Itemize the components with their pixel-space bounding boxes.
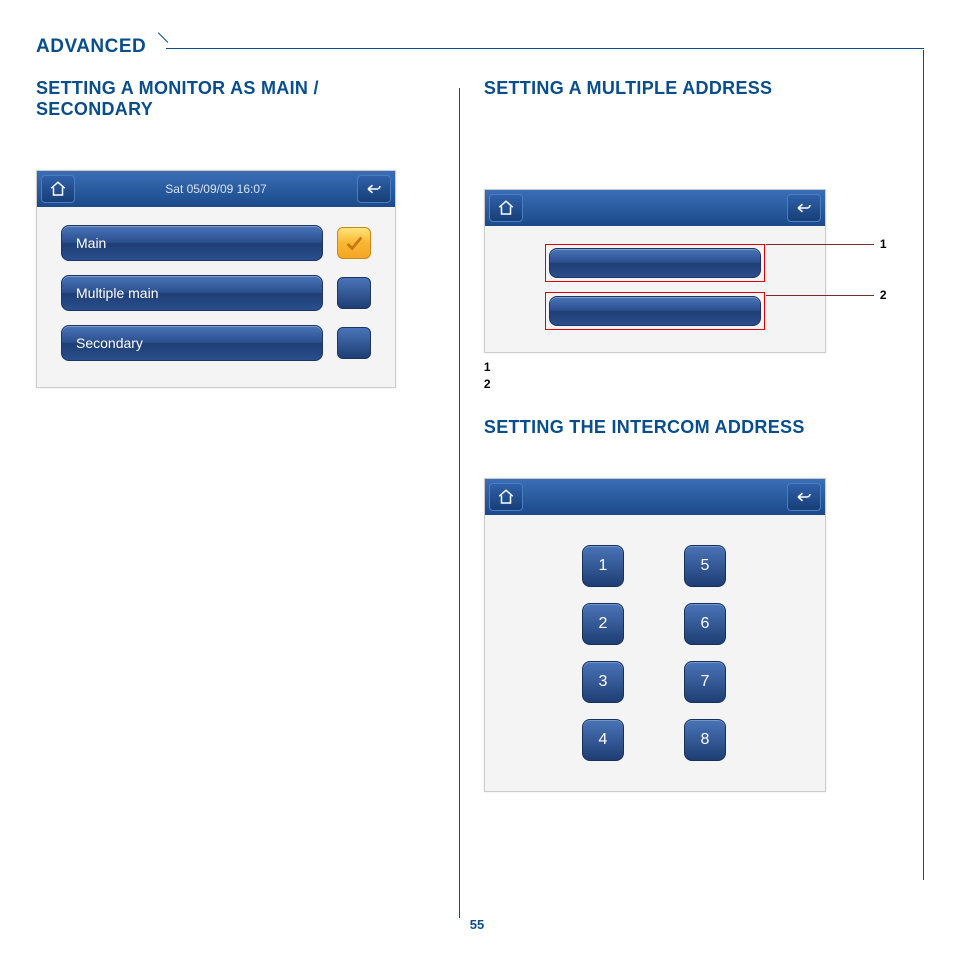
num-button-7[interactable]: 7 [684, 661, 726, 703]
screen-panel-main-secondary: Sat 05/09/09 16:07 Main Multiple main [36, 170, 396, 388]
return-icon [365, 180, 383, 198]
home-icon [497, 488, 515, 506]
num-button-4[interactable]: 4 [582, 719, 624, 761]
num-button-3[interactable]: 3 [582, 661, 624, 703]
back-button[interactable] [357, 175, 391, 203]
home-icon [497, 199, 515, 217]
page-right-border [923, 50, 924, 880]
option-row-secondary: Secondary [61, 325, 371, 361]
screen-panel-intercom: 1 5 2 6 3 7 4 8 [484, 478, 826, 792]
right-column: SETTING A MULTIPLE ADDRESS [460, 78, 918, 894]
option-row-multiple: Multiple main [61, 275, 371, 311]
option-button-main[interactable]: Main [61, 225, 323, 261]
home-button-intercom[interactable] [489, 483, 523, 511]
legend-multi: 1 2 [484, 359, 918, 393]
option-row-main: Main [61, 225, 371, 261]
section-title-main-secondary: SETTING A MONITOR AS MAIN / SECONDARY [36, 78, 439, 120]
section-title-intercom: SETTING THE INTERCOM ADDRESS [484, 417, 918, 438]
num-button-6[interactable]: 6 [684, 603, 726, 645]
return-icon [795, 488, 813, 506]
left-column: SETTING A MONITOR AS MAIN / SECONDARY Sa… [36, 78, 459, 894]
legend-item-2: 2 [484, 376, 918, 393]
address-button-1[interactable] [549, 248, 761, 278]
option-button-multiple-main[interactable]: Multiple main [61, 275, 323, 311]
num-button-2[interactable]: 2 [582, 603, 624, 645]
callout-box-2 [545, 292, 765, 330]
numpad: 1 5 2 6 3 7 4 8 [509, 533, 801, 769]
home-button[interactable] [41, 175, 75, 203]
num-button-1[interactable]: 1 [582, 545, 624, 587]
panel-body-intercom: 1 5 2 6 3 7 4 8 [485, 515, 825, 791]
callout-number-1: 1 [880, 237, 887, 251]
callout-number-2: 2 [880, 288, 887, 302]
check-icon [343, 232, 365, 254]
page-number: 55 [0, 917, 954, 932]
titlebar-intercom [485, 479, 825, 515]
home-icon [49, 180, 67, 198]
num-button-5[interactable]: 5 [684, 545, 726, 587]
callout-line-2 [766, 295, 874, 296]
home-button-multi[interactable] [489, 194, 523, 222]
header-title: ADVANCED [36, 36, 146, 58]
num-button-8[interactable]: 8 [684, 719, 726, 761]
option-check-secondary[interactable] [337, 327, 371, 359]
back-button-intercom[interactable] [787, 483, 821, 511]
header-rule [166, 48, 924, 49]
option-check-multiple-main[interactable] [337, 277, 371, 309]
screen-panel-multiple-address [484, 189, 826, 353]
titlebar-multi [485, 190, 825, 226]
page-header: ADVANCED [36, 36, 924, 58]
panel-body: Main Multiple main Secondary [37, 207, 395, 387]
back-button-multi[interactable] [787, 194, 821, 222]
legend-item-1: 1 [484, 359, 918, 376]
option-button-secondary[interactable]: Secondary [61, 325, 323, 361]
callout-line-1 [766, 244, 874, 245]
callout-box-1 [545, 244, 765, 282]
titlebar-datetime: Sat 05/09/09 16:07 [165, 182, 266, 196]
section-title-multiple-address: SETTING A MULTIPLE ADDRESS [484, 78, 918, 99]
address-button-2[interactable] [549, 296, 761, 326]
titlebar: Sat 05/09/09 16:07 [37, 171, 395, 207]
option-check-main[interactable] [337, 227, 371, 259]
return-icon [795, 199, 813, 217]
